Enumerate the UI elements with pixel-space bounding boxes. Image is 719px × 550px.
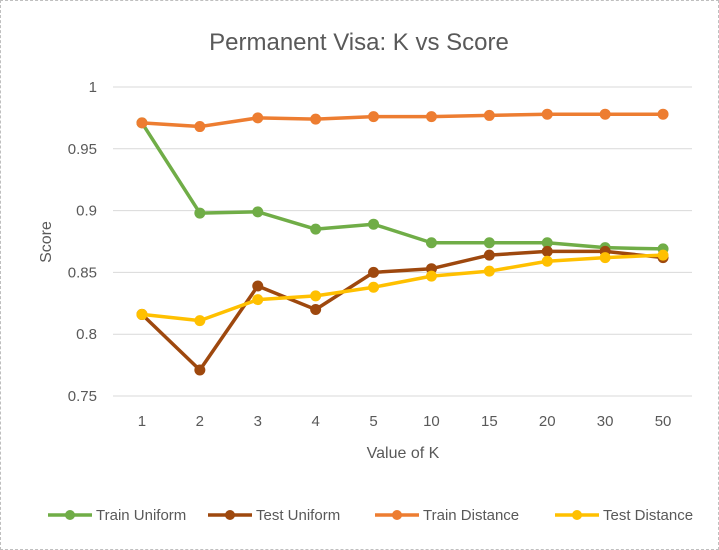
data-point xyxy=(368,266,380,278)
legend-entry: Train Distance xyxy=(375,507,519,524)
legend-marker xyxy=(392,510,402,520)
data-point xyxy=(483,109,495,121)
data-point xyxy=(136,117,148,129)
x-tick-label: 1 xyxy=(138,413,146,430)
x-axis-ticks: 1 2 3 4 5 10 15 20 30 50 xyxy=(138,413,672,430)
y-axis-label: Score xyxy=(38,221,55,263)
chart-title: Permanent Visa: K vs Score xyxy=(209,29,509,56)
series-line xyxy=(140,249,665,372)
legend-entry: Train Uniform xyxy=(48,507,186,524)
legend-marker xyxy=(572,510,582,520)
data-point xyxy=(541,108,553,120)
data-point xyxy=(483,249,495,261)
data-point xyxy=(310,223,322,235)
data-point xyxy=(310,290,322,302)
series-test-uniform xyxy=(136,245,669,376)
x-tick-label: 20 xyxy=(539,413,556,430)
y-tick-label: 0.8 xyxy=(76,326,97,343)
series-train-uniform xyxy=(136,117,669,255)
data-point xyxy=(136,308,148,320)
data-point xyxy=(657,249,669,261)
y-tick-label: 0.75 xyxy=(68,388,97,405)
series-line xyxy=(140,112,665,129)
data-point xyxy=(194,207,206,219)
data-point xyxy=(599,252,611,264)
y-tick-label: 1 xyxy=(89,79,97,96)
grid-lines xyxy=(113,86,692,335)
data-point xyxy=(599,108,611,120)
legend-label: Train Distance xyxy=(423,507,519,524)
data-point xyxy=(252,206,264,218)
legend-entry: Test Uniform xyxy=(208,507,340,524)
x-tick-label: 50 xyxy=(655,413,672,430)
data-point xyxy=(368,111,380,123)
legend: Train Uniform Test Uniform Train Distance T… xyxy=(48,507,693,524)
data-point xyxy=(368,218,380,230)
legend-entry: Test Distance xyxy=(555,507,693,524)
data-point xyxy=(425,237,437,249)
y-axis-ticks: 0.75 0.8 0.85 0.9 0.95 1 xyxy=(68,79,97,405)
data-point xyxy=(541,245,553,257)
y-tick-label: 0.9 xyxy=(76,203,97,220)
data-point xyxy=(425,111,437,123)
data-point xyxy=(194,121,206,133)
x-tick-label: 5 xyxy=(369,413,377,430)
data-point xyxy=(310,303,322,315)
y-tick-label: 0.85 xyxy=(68,264,97,281)
data-point xyxy=(657,108,669,120)
series-line xyxy=(140,253,665,323)
series-train-distance xyxy=(136,108,669,133)
series-line xyxy=(140,121,665,251)
data-point xyxy=(310,113,322,125)
x-tick-label: 4 xyxy=(311,413,319,430)
data-point xyxy=(252,112,264,124)
x-tick-label: 30 xyxy=(597,413,614,430)
legend-label: Train Uniform xyxy=(96,507,186,524)
y-tick-label: 0.95 xyxy=(68,141,97,158)
x-tick-label: 2 xyxy=(196,413,204,430)
legend-label: Test Distance xyxy=(603,507,693,524)
data-point xyxy=(483,237,495,249)
data-point xyxy=(252,280,264,292)
x-axis-label: Value of K xyxy=(367,445,440,462)
x-tick-label: 10 xyxy=(423,413,440,430)
series-group xyxy=(136,108,669,376)
data-point xyxy=(541,255,553,267)
x-tick-label: 3 xyxy=(254,413,262,430)
x-tick-label: 15 xyxy=(481,413,498,430)
data-point xyxy=(368,281,380,293)
data-point xyxy=(425,270,437,282)
data-point xyxy=(252,294,264,306)
data-point xyxy=(194,315,206,327)
data-point xyxy=(194,364,206,376)
legend-marker xyxy=(225,510,235,520)
series-test-distance xyxy=(136,249,669,327)
legend-marker xyxy=(65,510,75,520)
data-point xyxy=(483,265,495,277)
legend-label: Test Uniform xyxy=(256,507,340,524)
